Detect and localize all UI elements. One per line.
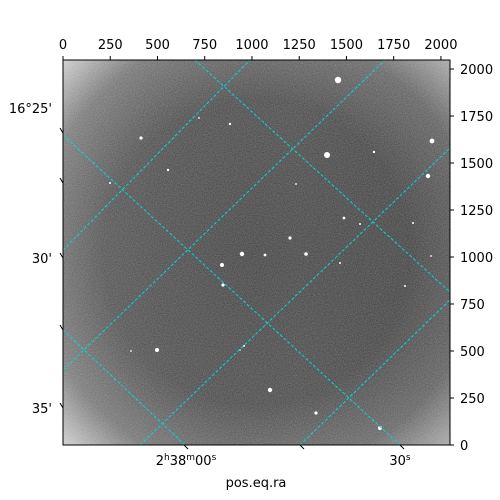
star [372,150,376,154]
grid-line [63,60,251,251]
top-tick-label: 2000 [424,38,457,53]
top-tick-label: 1750 [377,38,410,53]
top-tick-label: 750 [192,38,217,53]
star [139,136,143,140]
right-tick-label: 0 [460,439,468,454]
star [342,216,346,220]
grid-line [63,134,401,445]
bottom-tick [399,444,405,450]
right-tick-label: 500 [460,345,485,360]
dec-tick-label: 16°25' [9,102,52,117]
star [109,182,111,184]
left-dec-axis: 16°25' 30' 35' [9,102,64,417]
star [404,285,406,287]
x-axis-title: pos.eq.ra [226,476,287,491]
star [130,350,132,352]
left-tick [59,402,64,409]
right-pixel-axis: 0 250 500 750 1000 1250 1500 1750 2000 [450,63,493,454]
star [228,122,232,126]
right-tick-label: 1000 [460,251,493,266]
grid-line [194,60,450,293]
right-tick-label: 250 [460,392,485,407]
star [263,253,267,257]
star [425,173,431,179]
sky-image [63,60,450,445]
star [429,138,435,144]
star [166,168,170,172]
star [359,223,361,225]
star [339,262,341,264]
left-tick [59,177,64,184]
grid-line [139,147,450,445]
ra-tick-label: 30s [389,453,411,469]
star [288,236,292,240]
grid-line [63,60,386,371]
left-tick [59,127,64,134]
right-tick-label: 2000 [460,63,493,78]
bottom-ra-axis: 2h38m00s 30s [156,444,411,469]
top-tick-label: 500 [145,38,170,53]
left-tick [59,252,64,259]
dec-tick-label: 35' [32,402,52,417]
star [324,152,330,158]
ra-tick-label: 2h38m00s [156,453,217,469]
star [267,387,273,393]
star [155,348,159,352]
top-tick-label: 1250 [283,38,316,53]
top-tick-label: 250 [98,38,123,53]
left-tick [59,324,64,331]
star [314,411,318,415]
top-tick-label: 1000 [235,38,268,53]
top-pixel-axis: 0 250 500 750 1000 1250 1500 1750 2000 [59,38,457,60]
bottom-tick [299,444,305,450]
top-tick-label: 0 [59,38,67,53]
grid-line [63,329,186,445]
star [295,183,297,185]
star [412,222,414,224]
right-tick-label: 750 [460,298,485,313]
dec-tick-label: 30' [32,252,52,267]
right-tick-label: 1250 [460,204,493,219]
star [304,252,308,256]
star [239,251,245,257]
top-tick-label: 1500 [330,38,363,53]
coordinate-grid [63,60,450,445]
star [334,76,342,84]
star [221,283,225,287]
star [220,263,224,267]
star [430,255,432,257]
plot-frame [62,59,451,446]
star-field [109,76,435,430]
right-tick-label: 1750 [460,110,493,125]
right-tick-label: 1500 [460,157,493,172]
star [198,117,200,119]
bottom-tick [183,444,189,450]
